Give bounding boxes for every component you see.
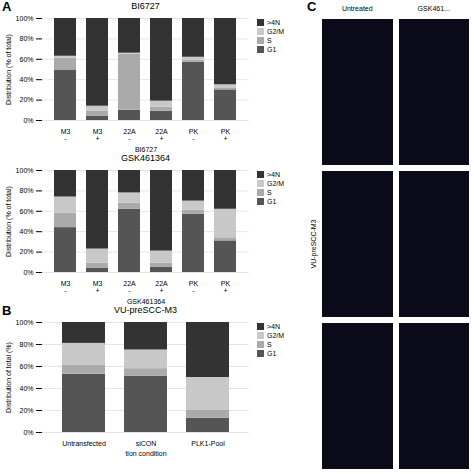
html-text:GSK461...: GSK461... bbox=[417, 5, 450, 12]
svg-text:22A+: 22A+ bbox=[155, 280, 168, 294]
svg-text:Distribution (% of total): Distribution (% of total) bbox=[5, 34, 13, 105]
svg-text:60%: 60% bbox=[19, 208, 33, 215]
html-text:>4N: >4N bbox=[267, 323, 280, 330]
html-text:BI6727: BI6727 bbox=[131, 1, 160, 11]
svg-text:80%: 80% bbox=[19, 35, 33, 42]
html-text:S: S bbox=[267, 341, 272, 348]
html-text:VU-preSCC-M3: VU-preSCC-M3 bbox=[309, 219, 317, 269]
html-text:G2/M: G2/M bbox=[267, 28, 285, 35]
html-text:S: S bbox=[267, 189, 272, 196]
svg-text:22A+: 22A+ bbox=[155, 128, 168, 142]
html-text:GSK461364: GSK461364 bbox=[121, 153, 170, 163]
svg-text:22A-: 22A- bbox=[123, 280, 136, 294]
svg-text:20%: 20% bbox=[19, 248, 33, 255]
svg-text:0%: 0% bbox=[23, 117, 33, 124]
svg-text:20%: 20% bbox=[19, 96, 33, 103]
svg-text:40%: 40% bbox=[19, 228, 33, 235]
svg-text:100%: 100% bbox=[16, 319, 34, 326]
svg-text:PK-: PK- bbox=[189, 280, 199, 294]
html-text:G2/M: G2/M bbox=[267, 332, 285, 339]
svg-text:100%: 100% bbox=[16, 15, 34, 22]
svg-text:Untransfected: Untransfected bbox=[62, 440, 106, 447]
svg-text:M3-: M3- bbox=[61, 128, 71, 142]
html-text:C: C bbox=[307, 0, 317, 14]
svg-text:22A-: 22A- bbox=[123, 128, 136, 142]
html-text:Untreated: Untreated bbox=[341, 5, 373, 12]
svg-text:20%: 20% bbox=[19, 407, 33, 414]
svg-text:PK+: PK+ bbox=[221, 280, 231, 294]
svg-text:M3-: M3- bbox=[61, 280, 71, 294]
svg-text:40%: 40% bbox=[19, 76, 33, 83]
svg-text:M3+: M3+ bbox=[93, 280, 103, 294]
html-text:G1: G1 bbox=[267, 46, 277, 53]
svg-text:60%: 60% bbox=[19, 363, 33, 370]
svg-text:siCON: siCON bbox=[136, 440, 157, 447]
html-text:G2/M: G2/M bbox=[267, 180, 285, 187]
svg-text:0%: 0% bbox=[23, 429, 33, 436]
svg-text:GSK461364: GSK461364 bbox=[127, 298, 165, 305]
svg-text:PLK1-Pool: PLK1-Pool bbox=[191, 440, 225, 447]
html-text:>4N: >4N bbox=[267, 171, 280, 178]
svg-text:PK+: PK+ bbox=[221, 128, 231, 142]
html-text:G1: G1 bbox=[267, 198, 277, 205]
svg-text:Distribution of total (%): Distribution of total (%) bbox=[5, 342, 13, 413]
html-text:B: B bbox=[2, 303, 12, 318]
svg-text:0%: 0% bbox=[23, 269, 33, 276]
svg-text:PK-: PK- bbox=[189, 128, 199, 142]
svg-text:100%: 100% bbox=[16, 167, 34, 174]
svg-text:60%: 60% bbox=[19, 56, 33, 63]
svg-text:80%: 80% bbox=[19, 341, 33, 348]
svg-text:M3+: M3+ bbox=[93, 128, 103, 142]
svg-text:BI6727: BI6727 bbox=[135, 146, 157, 153]
html-text:S: S bbox=[267, 37, 272, 44]
svg-text:tion condition: tion condition bbox=[125, 450, 166, 457]
html-text:G1: G1 bbox=[267, 350, 277, 357]
html-text:>4N: >4N bbox=[267, 19, 280, 26]
html-text:VU-preSCC-M3: VU-preSCC-M3 bbox=[114, 305, 177, 315]
svg-text:Distribution (% of total): Distribution (% of total) bbox=[5, 186, 13, 257]
html-text:A: A bbox=[2, 0, 12, 14]
svg-text:40%: 40% bbox=[19, 385, 33, 392]
svg-text:80%: 80% bbox=[19, 187, 33, 194]
